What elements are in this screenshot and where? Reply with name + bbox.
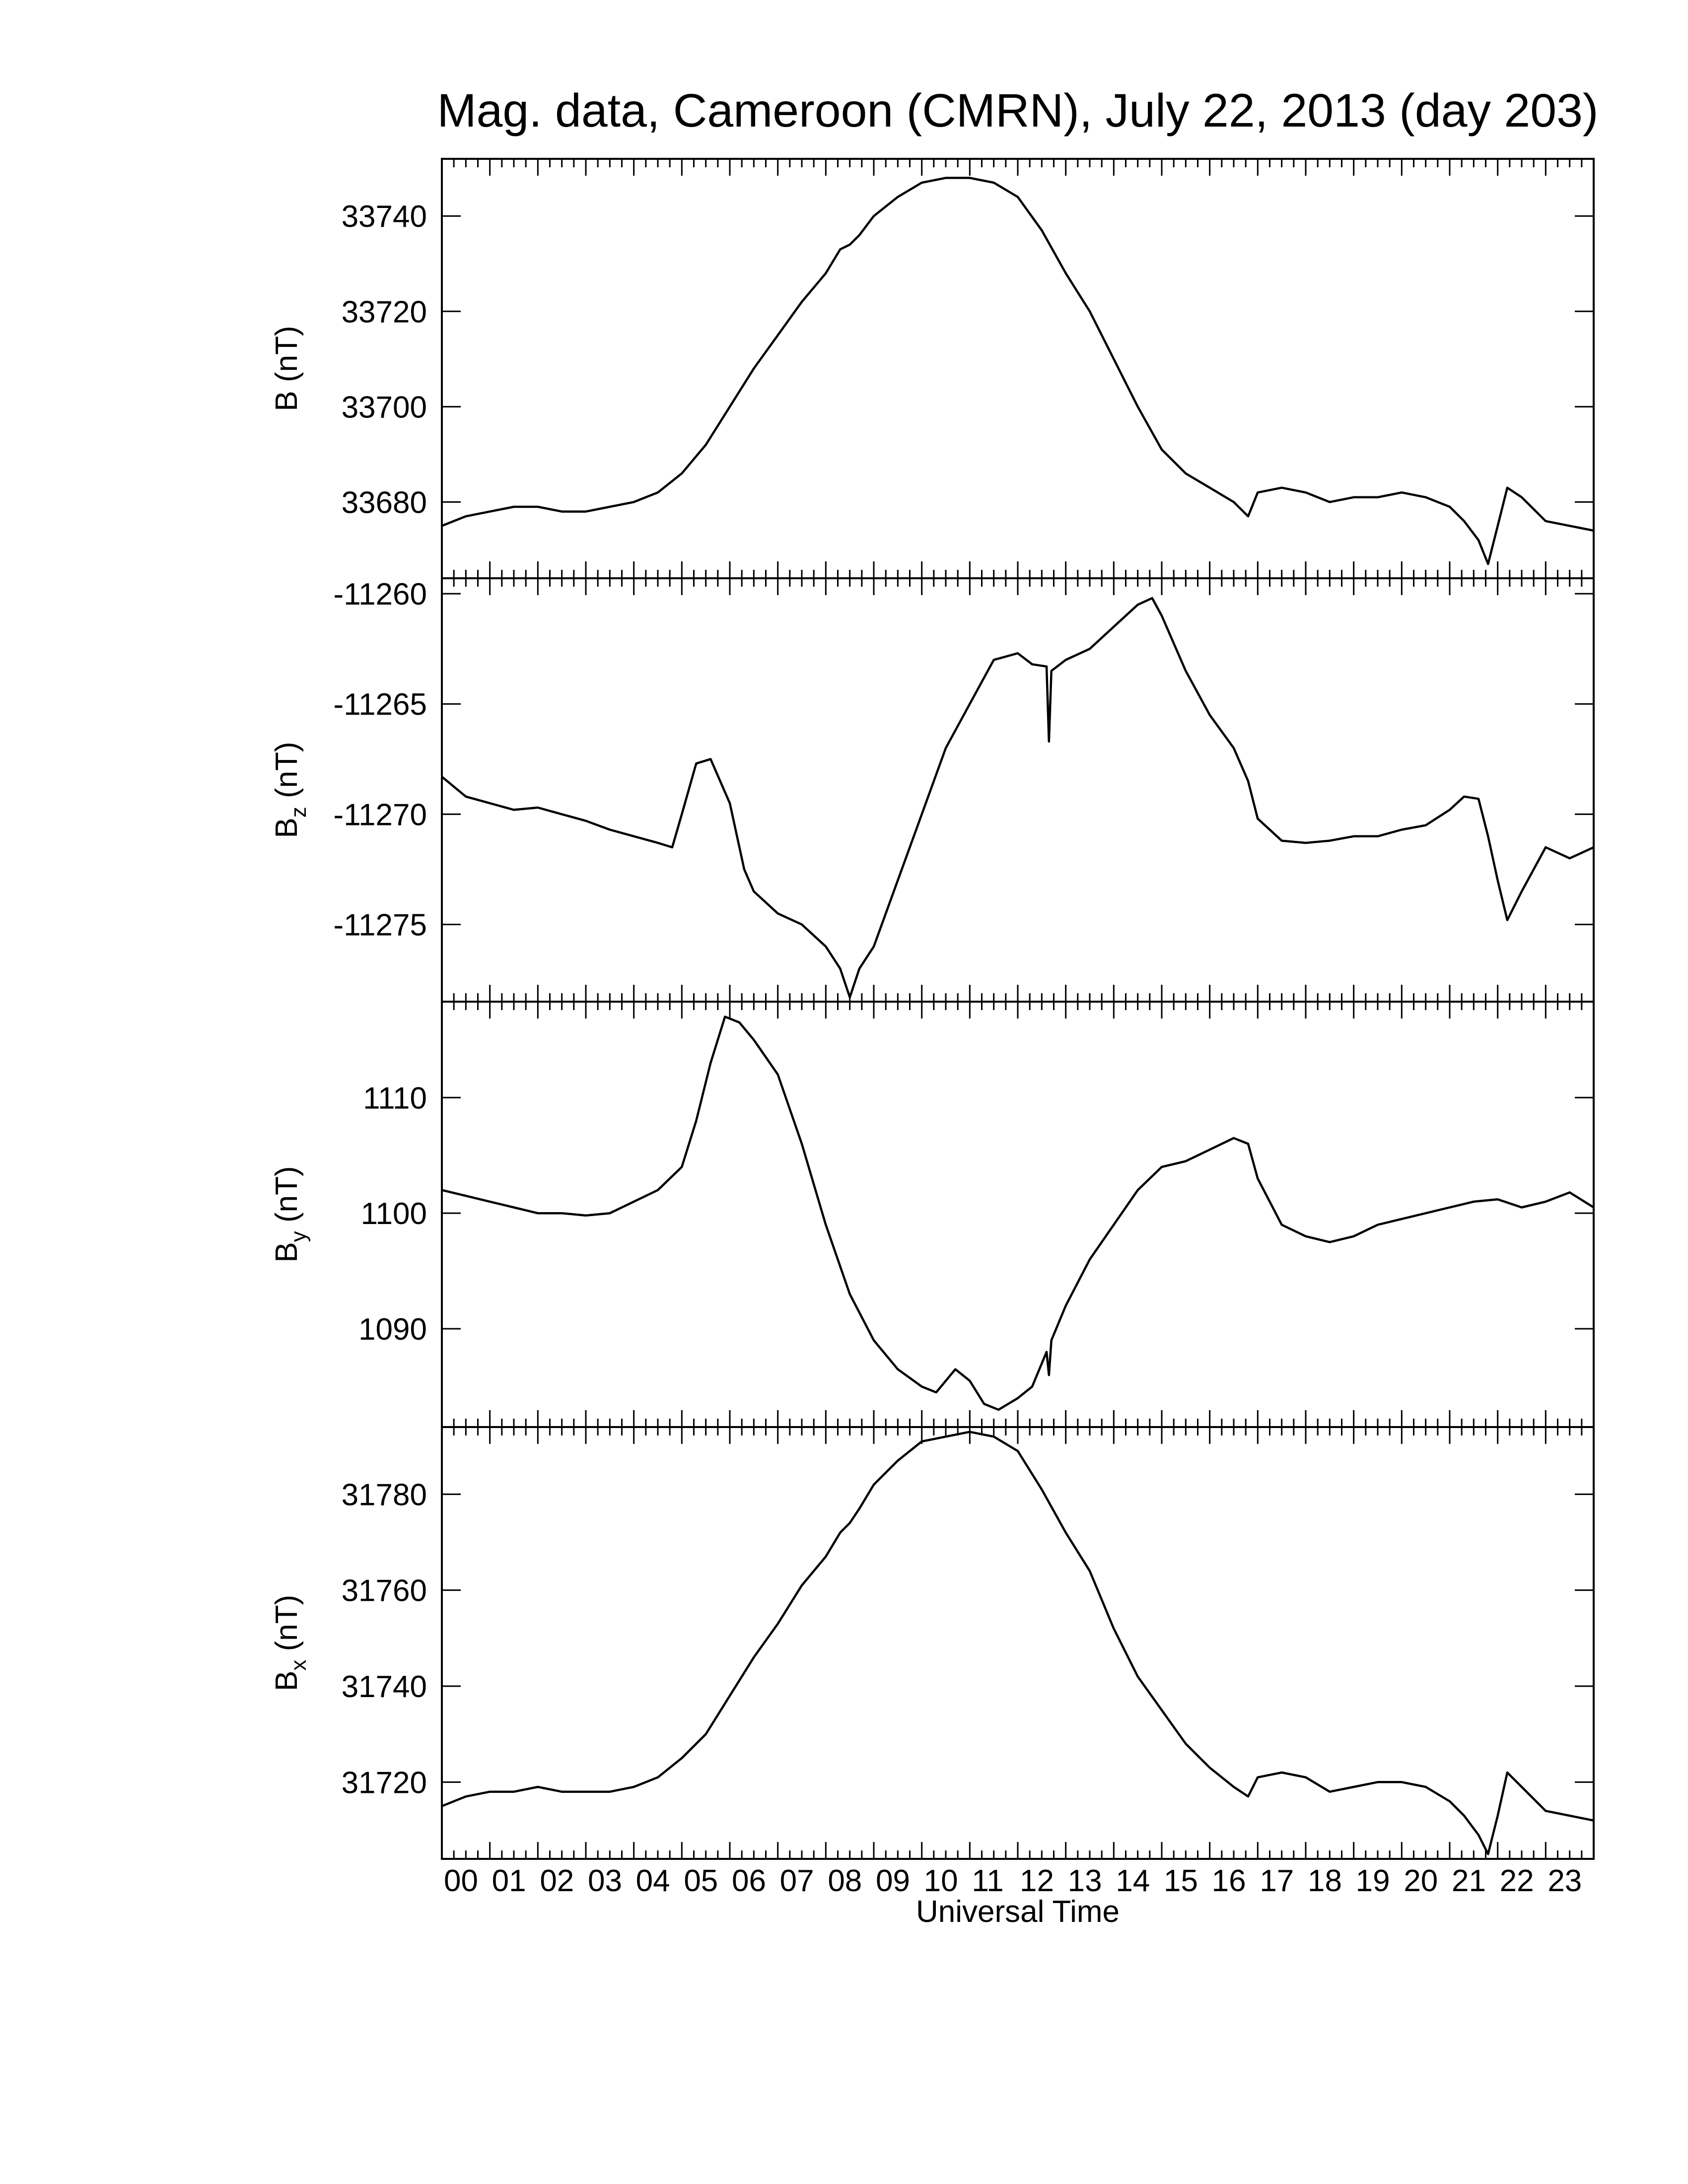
y-axis-label: Bx (nT): [270, 1595, 311, 1691]
panel-bz: -11260 -11265 -11270 -11275 Bz (nT): [270, 577, 1595, 1003]
x-tick-label: 03: [588, 1864, 622, 1898]
series-line-by: [441, 1016, 1595, 1411]
panel-frame: [441, 158, 1595, 579]
x-tick-label: 19: [1356, 1864, 1390, 1898]
y-axis-label: Bz (nT): [270, 742, 311, 838]
y-tick-label: 33720: [342, 295, 427, 329]
x-tick-label: 02: [540, 1864, 574, 1898]
y-tick-label: 1090: [358, 1312, 427, 1347]
y-axis-label: By (nT): [270, 1166, 311, 1262]
y-tick-label: 31720: [342, 1766, 427, 1800]
y-tick-label: -11260: [334, 577, 427, 612]
x-tick-label: 07: [780, 1864, 814, 1898]
y-tick-label: 31780: [342, 1478, 427, 1512]
x-tick-label: 06: [732, 1864, 766, 1898]
x-tick-label: 22: [1500, 1864, 1534, 1898]
x-axis-label: Universal Time: [916, 1895, 1120, 1929]
x-tick-label: 18: [1308, 1864, 1342, 1898]
y-tick-label: 1110: [363, 1081, 427, 1115]
panel-frame: [441, 1426, 1595, 1860]
panel-b: 33680 33700 33720 33740 B (nT): [270, 158, 1595, 579]
y-tick-label: 33700: [342, 390, 427, 424]
y-tick-label: 33680: [342, 485, 427, 520]
y-tick-label: 31760: [342, 1574, 427, 1608]
figure-title: Mag. data, Cameroon (CMRN), July 22, 201…: [437, 84, 1598, 137]
x-tick-label: 13: [1068, 1864, 1102, 1898]
x-tick-label: 08: [828, 1864, 862, 1898]
x-axis-tick-labels: 00 01 02 03 04 05 06 07 08 09 10 11 12 13 14 15 16 17 18 19…: [444, 1864, 1582, 1898]
panel-by: 1090 1100 1110 By (nT): [270, 1001, 1595, 1428]
x-tick-label: 11: [972, 1864, 1003, 1898]
panel-frame: [441, 577, 1595, 1003]
x-tick-label: 10: [924, 1864, 958, 1898]
x-tick-label: 00: [444, 1864, 478, 1898]
x-tick-label: 05: [684, 1864, 718, 1898]
y-tick-label: -11265: [334, 687, 427, 722]
x-tick-label: 04: [636, 1864, 670, 1898]
series-line-bz: [441, 597, 1594, 999]
x-tick-label: 09: [876, 1864, 910, 1898]
x-tick-label: 16: [1212, 1864, 1246, 1898]
series-line-bx: [441, 1431, 1594, 1855]
y-tick-label: -11270: [334, 798, 427, 832]
x-tick-label: 17: [1260, 1864, 1294, 1898]
x-tick-label: 23: [1547, 1864, 1582, 1898]
y-tick-label: 31740: [342, 1670, 427, 1704]
y-tick-label: 1100: [361, 1197, 427, 1231]
panel-bx: 31720 31740 31760 31780 Bx (nT): [270, 1426, 1595, 1860]
x-tick-label: 12: [1020, 1864, 1054, 1898]
y-tick-label: 33740: [342, 200, 427, 234]
series-line-b: [441, 177, 1594, 565]
x-tick-label: 01: [492, 1864, 526, 1898]
x-tick-label: 20: [1404, 1864, 1438, 1898]
x-tick-label: 14: [1116, 1864, 1150, 1898]
y-tick-label: -11275: [334, 908, 427, 943]
x-tick-label: 21: [1452, 1864, 1486, 1898]
y-axis-label: B (nT): [270, 326, 304, 411]
x-tick-label: 15: [1164, 1864, 1198, 1898]
